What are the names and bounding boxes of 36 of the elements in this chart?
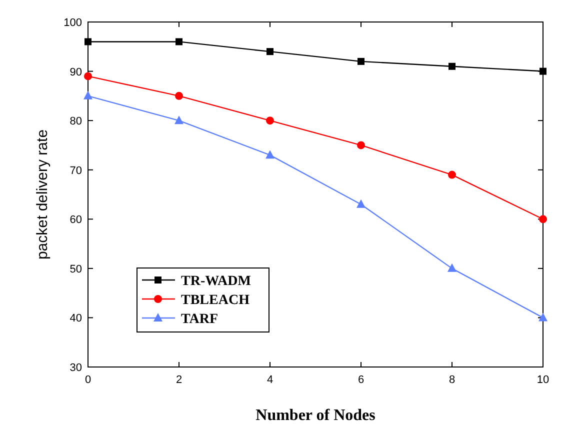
y-tick-label: 30 — [70, 362, 82, 374]
point — [84, 38, 92, 46]
x-tick-label: 4 — [266, 374, 274, 386]
point — [357, 141, 365, 150]
x-tick-label: 10 — [536, 374, 550, 386]
point — [266, 116, 274, 125]
point — [266, 48, 274, 56]
legend-label: TBLEACH — [181, 293, 250, 308]
point — [448, 170, 456, 179]
legend-label: TR-WADM — [181, 274, 251, 289]
point — [84, 90, 92, 100]
point — [174, 116, 184, 124]
legend-label: TARF — [181, 312, 218, 327]
y-axis-title: packet delivery rate — [34, 129, 51, 260]
point — [266, 150, 274, 159]
point — [176, 38, 182, 46]
y-tick-label: 70 — [70, 164, 82, 177]
point — [538, 312, 548, 322]
y-tick-label: 40 — [70, 312, 82, 325]
point — [358, 58, 364, 65]
point — [84, 72, 92, 80]
point — [448, 263, 456, 272]
y-tick-label: 50 — [70, 263, 82, 276]
x-axis-title: Number of Nodes — [256, 407, 376, 424]
point — [448, 62, 456, 70]
y-tick-label: 100 — [64, 17, 82, 29]
x-tick-label: 6 — [358, 374, 364, 386]
x-tick-label: 0 — [84, 374, 92, 386]
point — [175, 92, 183, 100]
point — [539, 215, 547, 224]
point — [356, 199, 366, 208]
y-tick-label: 60 — [70, 214, 82, 226]
x-tick-label: 2 — [176, 374, 182, 386]
y-tick-label: 90 — [70, 66, 82, 78]
x-tick-label: 8 — [448, 374, 456, 386]
y-tick-label: 80 — [70, 116, 82, 128]
